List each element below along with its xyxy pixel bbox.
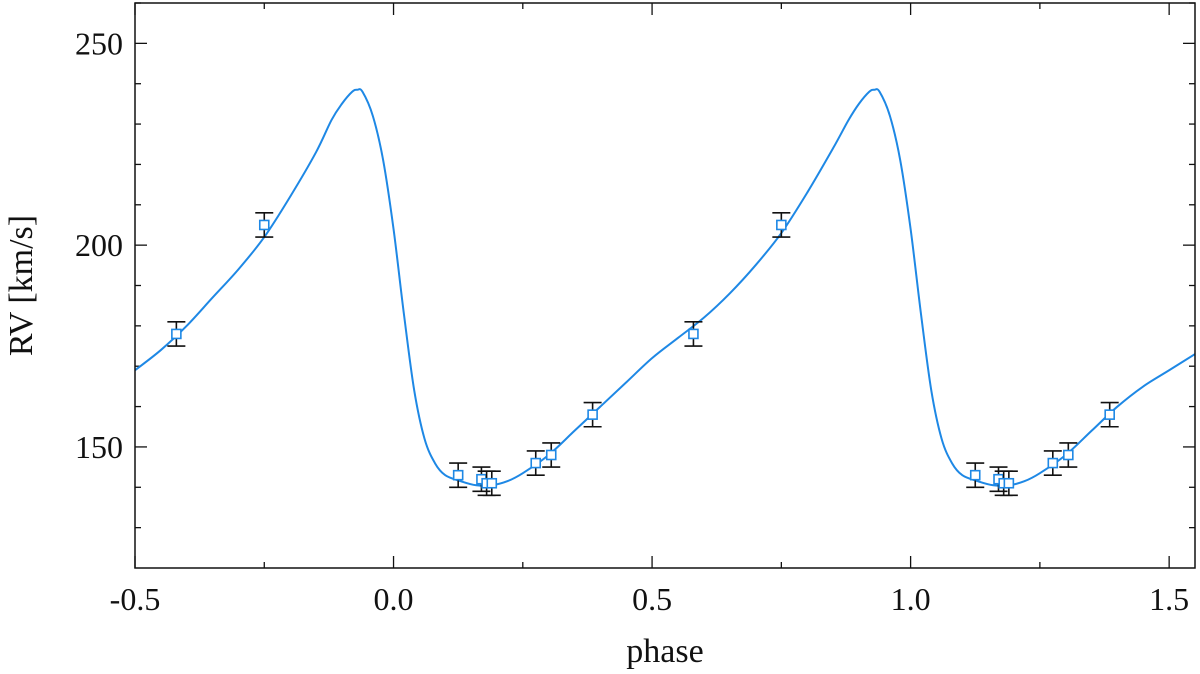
tick-labels: -0.5 0.0 0.5 1.0 1.5 150 200 250 xyxy=(75,25,1189,617)
x-axis-label: phase xyxy=(626,633,703,670)
y-tick-label: 200 xyxy=(75,227,123,263)
data-point xyxy=(684,321,703,347)
point-marker xyxy=(171,328,182,340)
x-tick-label: 1.5 xyxy=(1149,581,1189,617)
point-marker xyxy=(1047,457,1059,469)
data-point xyxy=(966,462,985,489)
data-point xyxy=(999,470,1018,497)
data-point xyxy=(526,450,545,476)
axis-ticks xyxy=(134,2,1195,568)
data-point xyxy=(1059,442,1078,468)
point-marker xyxy=(1063,449,1074,461)
point-marker xyxy=(452,469,464,481)
x-tick-label: 0.0 xyxy=(374,581,414,617)
point-marker xyxy=(969,469,981,481)
model-curve-layer xyxy=(135,88,1195,487)
data-point xyxy=(1100,401,1119,428)
plot-frame xyxy=(134,2,1196,569)
data-point xyxy=(255,212,274,238)
x-tick-label: 1.0 xyxy=(891,581,931,617)
model-curve xyxy=(135,88,1195,487)
point-marker xyxy=(1104,409,1115,420)
point-marker xyxy=(776,219,787,231)
data-point xyxy=(583,401,602,428)
data-points-layer xyxy=(167,212,1119,497)
x-tick-label: -0.5 xyxy=(110,581,161,617)
data-point xyxy=(542,442,561,468)
point-marker xyxy=(545,449,557,461)
point-marker xyxy=(258,219,270,231)
point-marker xyxy=(486,477,498,489)
data-point xyxy=(482,470,501,497)
y-tick-label: 150 xyxy=(75,429,123,465)
data-point xyxy=(449,462,468,489)
y-axis-label: RV [km/s] xyxy=(3,215,40,356)
point-marker xyxy=(587,409,598,420)
x-tick-label: 0.5 xyxy=(632,581,672,617)
data-point xyxy=(167,321,186,347)
point-marker xyxy=(530,457,542,469)
point-marker xyxy=(688,328,699,340)
point-marker xyxy=(1003,477,1015,489)
data-point xyxy=(772,212,791,238)
y-tick-label: 250 xyxy=(75,25,123,61)
data-point xyxy=(1043,450,1062,476)
